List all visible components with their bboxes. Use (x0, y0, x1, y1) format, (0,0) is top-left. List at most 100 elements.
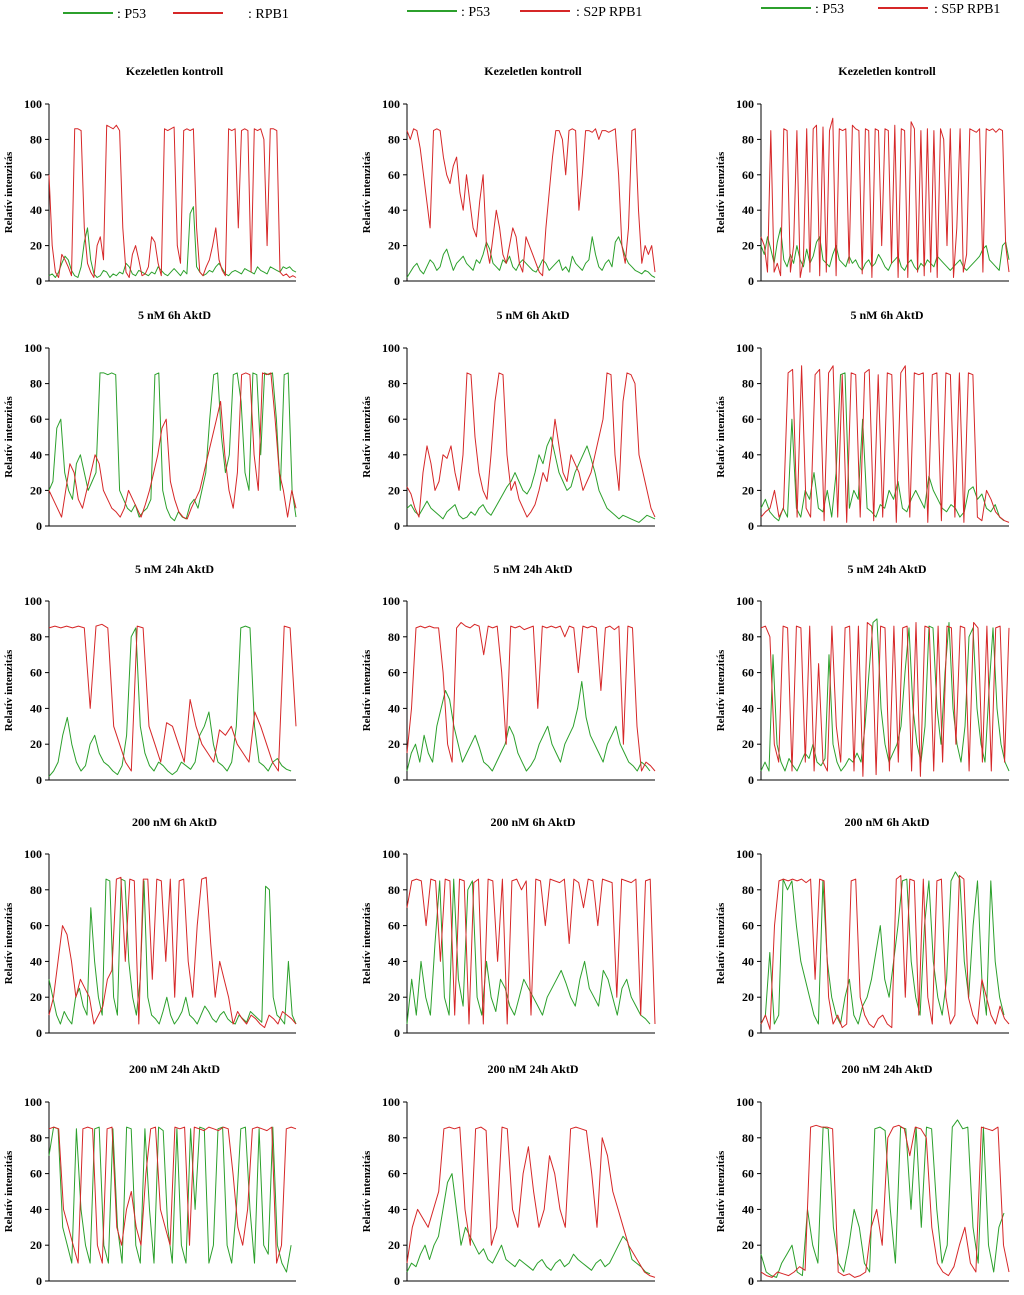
y-tick-label: 80 (30, 883, 42, 897)
y-tick-label: 20 (742, 737, 754, 751)
series-line-p53 (760, 871, 1005, 1025)
y-tick-label: 100 (24, 1095, 42, 1109)
series-line-rpb1 (760, 117, 1010, 278)
y-tick-label: 20 (742, 990, 754, 1004)
panel-4-2: 200 nM 6h AktD Relatív intenzitás 0 20 40 60 8… (361, 815, 656, 1040)
series-line-p53 (48, 372, 297, 522)
y-axis-label: Relatív intenzitás (715, 649, 727, 731)
series-line-p53 (406, 878, 651, 1025)
y-tick-label: 60 (388, 168, 400, 182)
panel-5-1: 200 nM 24h AktD Relatív intenzitás 0 20 40 60… (3, 1062, 297, 1288)
series-line-rpb1 (406, 1126, 656, 1278)
y-tick-label: 0 (748, 1274, 754, 1288)
y-tick-label: 0 (748, 519, 754, 533)
panel-title: 200 nM 6h AktD (844, 815, 929, 829)
legend-label: : P53 (461, 5, 490, 20)
series-line-p53 (48, 206, 297, 278)
y-tick-label: 80 (30, 1131, 42, 1145)
series-line-rpb1 (48, 876, 297, 1029)
y-tick-label: 80 (742, 883, 754, 897)
panel-5-3: 200 nM 24h AktD Relatív intenzitás 0 20 40 60… (715, 1062, 1010, 1288)
y-tick-label: 40 (30, 1202, 42, 1216)
y-tick-label: 100 (736, 341, 754, 355)
y-tick-label: 40 (30, 448, 42, 462)
y-tick-label: 60 (388, 666, 400, 680)
y-tick-label: 80 (30, 132, 42, 146)
panel-2-2: 5 nM 6h AktD Relatív intenzitás 0 20 40 60 80 1… (361, 308, 656, 533)
panel-title: 200 nM 24h AktD (129, 1062, 220, 1076)
panel-title: 200 nM 6h AktD (132, 815, 217, 829)
y-tick-label: 60 (742, 412, 754, 426)
y-tick-label: 80 (742, 630, 754, 644)
series-line-rpb1 (406, 372, 656, 518)
y-tick-label: 20 (30, 483, 42, 497)
series-line-rpb1 (760, 622, 1010, 777)
y-tick-label: 20 (742, 483, 754, 497)
series-line-rpb1 (406, 128, 656, 277)
y-axis-label: Relatív intenzitás (361, 151, 373, 233)
panel-title: Kezeletlen kontroll (126, 64, 224, 78)
y-tick-label: 20 (388, 990, 400, 1004)
y-tick-label: 0 (394, 519, 400, 533)
y-axis-label: Relatív intenzitás (715, 902, 727, 984)
series-line-rpb1 (48, 124, 297, 278)
y-tick-label: 60 (388, 1167, 400, 1181)
series-line-p53 (760, 1119, 1005, 1278)
panel-3-2: 5 nM 24h AktD Relatív intenzitás 0 20 40 60 80… (361, 562, 656, 787)
series-line-p53 (406, 681, 651, 772)
legend-label: : P53 (815, 2, 844, 17)
y-tick-label: 0 (36, 519, 42, 533)
y-tick-label: 60 (30, 412, 42, 426)
y-tick-label: 100 (24, 594, 42, 608)
y-tick-label: 0 (748, 1026, 754, 1040)
y-tick-label: 40 (742, 1202, 754, 1216)
y-tick-label: 0 (36, 1274, 42, 1288)
legend-1: : P53: RPB1 (63, 7, 289, 22)
series-line-rpb1 (760, 1124, 1010, 1278)
y-tick-label: 80 (388, 377, 400, 391)
panel-1-2: Kezeletlen kontroll Relatív intenzitás 0 20… (361, 64, 656, 288)
y-tick-label: 40 (388, 954, 400, 968)
y-tick-label: 40 (30, 203, 42, 217)
panel-title: 5 nM 24h AktD (135, 562, 214, 576)
y-tick-label: 40 (388, 701, 400, 715)
series-line-p53 (406, 236, 656, 278)
panel-5-2: 200 nM 24h AktD Relatív intenzitás 0 20 40 60… (361, 1062, 656, 1288)
y-tick-label: 60 (742, 1167, 754, 1181)
panel-title: Kezeletlen kontroll (838, 64, 936, 78)
y-tick-label: 0 (748, 773, 754, 787)
y-tick-label: 40 (742, 448, 754, 462)
y-tick-label: 20 (388, 239, 400, 253)
series-line-rpb1 (48, 1126, 297, 1264)
y-tick-label: 20 (742, 239, 754, 253)
series-line-p53 (48, 625, 292, 777)
y-tick-label: 0 (36, 773, 42, 787)
y-tick-label: 0 (394, 773, 400, 787)
y-tick-label: 0 (748, 274, 754, 288)
y-tick-label: 100 (736, 594, 754, 608)
panel-3-1: 5 nM 24h AktD Relatív intenzitás 0 20 40 60 80… (3, 562, 297, 787)
y-tick-label: 60 (30, 666, 42, 680)
y-axis-label: Relatív intenzitás (3, 395, 15, 477)
panel-title: 5 nM 24h AktD (847, 562, 926, 576)
y-tick-label: 0 (394, 274, 400, 288)
series-line-rpb1 (760, 365, 1010, 523)
y-tick-label: 80 (30, 377, 42, 391)
y-tick-label: 0 (36, 274, 42, 288)
y-tick-label: 100 (24, 847, 42, 861)
panel-title: Kezeletlen kontroll (484, 64, 582, 78)
legend-label: : S5P RPB1 (934, 2, 1000, 17)
y-axis-label: Relatív intenzitás (361, 902, 373, 984)
y-tick-label: 40 (30, 954, 42, 968)
panel-title: 5 nM 6h AktD (138, 308, 211, 322)
panel-2-3: 5 nM 6h AktD Relatív intenzitás 0 20 40 60 80 1… (715, 308, 1010, 533)
y-tick-label: 80 (388, 1131, 400, 1145)
plots-layer: Kezeletlen kontroll Relatív intenzitás 0 20… (3, 64, 1010, 1288)
panel-title: 200 nM 24h AktD (841, 1062, 932, 1076)
legend-label: : S2P RPB1 (576, 5, 642, 20)
y-axis-label: Relatív intenzitás (361, 1150, 373, 1232)
series-line-p53 (48, 878, 297, 1025)
y-axis-label: Relatív intenzitás (3, 1150, 15, 1232)
panel-title: 5 nM 6h AktD (850, 308, 923, 322)
y-tick-label: 100 (382, 847, 400, 861)
